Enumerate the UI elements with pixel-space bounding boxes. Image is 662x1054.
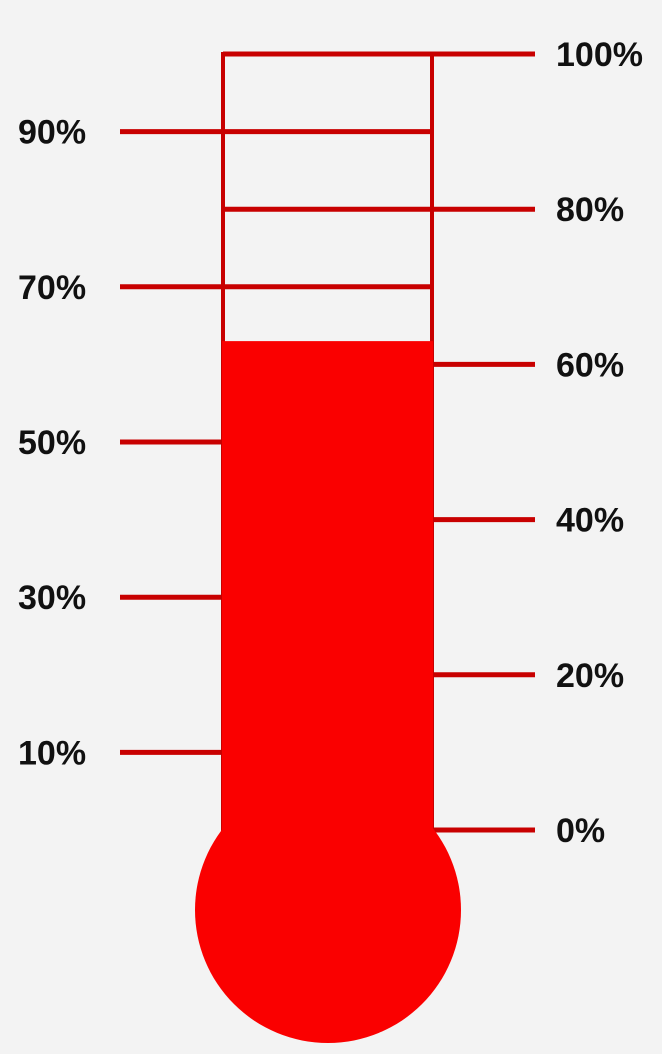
tick-label-10: 10% (18, 734, 86, 772)
tick-label-40: 40% (556, 502, 624, 540)
tick-labels: 100% 90% 80% 70% 60% 50% 40% 30% 20% 10% 0% (18, 36, 643, 850)
tick-label-30: 30% (18, 579, 86, 617)
mercury-fill (222, 341, 433, 840)
tick-label-100: 100% (556, 36, 643, 74)
tick-label-0: 0% (556, 812, 605, 850)
tick-label-20: 20% (556, 657, 624, 695)
tick-label-50: 50% (18, 424, 86, 462)
tick-lines (120, 51, 535, 833)
thermometer-tube (195, 52, 461, 1043)
tick-label-70: 70% (18, 269, 86, 307)
tick-label-60: 60% (556, 346, 624, 384)
tick-label-80: 80% (556, 191, 624, 229)
thermometer-bulb (195, 777, 461, 1043)
tick-label-90: 90% (18, 114, 86, 152)
